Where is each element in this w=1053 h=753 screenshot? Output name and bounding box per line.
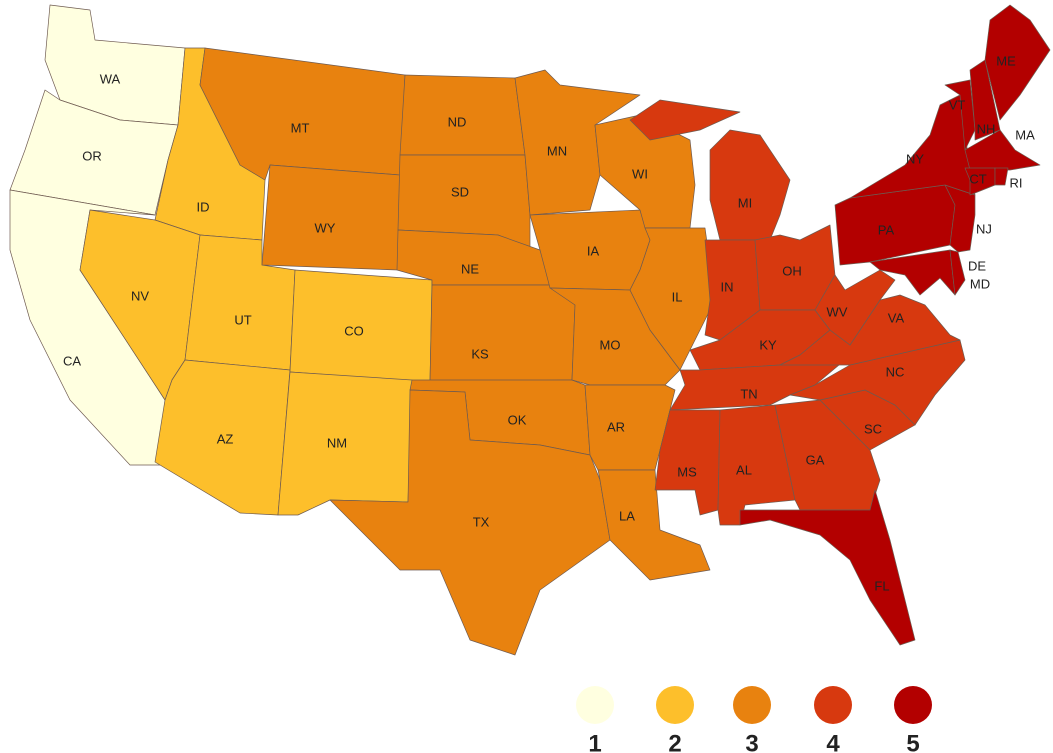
legend: 1 2 3 4 5 — [576, 686, 932, 753]
state-label: IN — [721, 279, 734, 294]
state-label: AZ — [217, 431, 234, 446]
state-label: MO — [600, 337, 621, 352]
state-label: IL — [672, 289, 683, 304]
legend-swatch — [576, 686, 614, 724]
state-label: TN — [740, 386, 757, 401]
legend-swatch — [656, 686, 694, 724]
state-label: KS — [471, 346, 489, 361]
state — [789, 339, 966, 426]
state — [329, 389, 611, 656]
state-label: OK — [508, 412, 527, 427]
state-label: GA — [806, 452, 825, 467]
state-label: TX — [473, 514, 490, 529]
legend-label: 5 — [906, 730, 919, 753]
state-label: WY — [315, 220, 336, 235]
state-label: ME — [996, 53, 1016, 68]
state-label: IA — [587, 243, 600, 258]
state-label: NY — [906, 151, 924, 166]
state-label: LA — [619, 508, 635, 523]
state — [396, 229, 556, 286]
states — [9, 4, 1051, 656]
state-label: DE — [968, 258, 986, 273]
state — [429, 284, 576, 383]
state-label: ND — [448, 114, 467, 129]
state-label: MT — [291, 120, 310, 135]
state-label: AR — [607, 419, 625, 434]
state-label: MN — [547, 143, 567, 158]
legend-swatch — [814, 686, 852, 724]
legend-swatch — [894, 686, 932, 724]
state-label: KY — [759, 337, 777, 352]
state-label: SC — [864, 421, 882, 436]
state-label: AL — [736, 462, 752, 477]
state — [739, 489, 916, 646]
state-label: NC — [886, 364, 905, 379]
state-label: OH — [782, 263, 802, 278]
state-label: WV — [827, 304, 848, 319]
state-label: NH — [977, 121, 996, 136]
state-label: MS — [677, 464, 697, 479]
state — [949, 249, 966, 296]
state-label: VA — [888, 310, 905, 325]
state-label: WI — [632, 166, 648, 181]
state — [261, 164, 401, 271]
state-label: WA — [100, 71, 121, 86]
legend-label: 4 — [826, 730, 840, 753]
state-label: VT — [949, 97, 966, 112]
legend-label: 1 — [588, 730, 601, 753]
state-label: CA — [63, 353, 81, 368]
state-label: CO — [344, 323, 364, 338]
state-label: FL — [874, 578, 889, 593]
state-label: ID — [197, 199, 210, 214]
state — [779, 294, 961, 366]
state-label: NJ — [976, 221, 992, 236]
state-labels: WA OR CA ID NV UT AZ CO NM MT WY ND SD NE KS OK TX MN IA MO… — [63, 53, 1035, 593]
legend-label: 2 — [668, 730, 681, 753]
state — [994, 167, 1009, 186]
state-label: RI — [1010, 175, 1023, 190]
state-label: UT — [234, 312, 251, 327]
state-label: NV — [131, 288, 149, 303]
state-label: OR — [82, 148, 102, 163]
state — [969, 59, 1001, 141]
state — [984, 4, 1051, 121]
state-label: CT — [969, 171, 986, 186]
state-label: SD — [451, 184, 469, 199]
legend-swatch — [733, 686, 771, 724]
state-label: MI — [738, 195, 752, 210]
state-label: MD — [970, 276, 990, 291]
state — [944, 184, 976, 253]
legend-label: 3 — [745, 730, 758, 753]
state — [944, 79, 976, 151]
state — [814, 269, 896, 346]
state — [629, 99, 791, 241]
state-label: NM — [327, 435, 347, 450]
state-label: MA — [1015, 127, 1035, 142]
state — [964, 167, 996, 196]
state-label: PA — [878, 222, 895, 237]
state-label: NE — [461, 261, 479, 276]
